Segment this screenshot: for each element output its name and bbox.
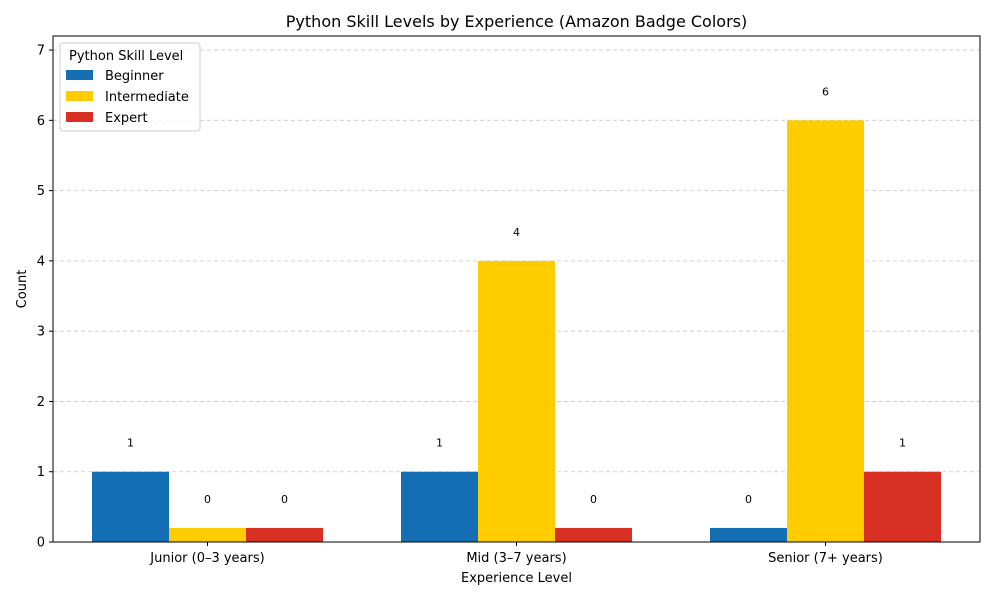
y-tick-label: 3 xyxy=(37,325,45,340)
data-label: 6 xyxy=(822,85,829,98)
data-label: 1 xyxy=(436,437,443,450)
legend-label-intermediate: Intermediate xyxy=(105,90,189,105)
bars xyxy=(92,120,941,542)
chart-title: Python Skill Levels by Experience (Amazo… xyxy=(286,12,747,31)
y-tick-label: 5 xyxy=(37,184,45,199)
data-label: 0 xyxy=(281,493,288,506)
bar-intermediate-2 xyxy=(787,120,864,542)
bar-intermediate-0 xyxy=(169,527,246,542)
legend-label-beginner: Beginner xyxy=(105,69,164,84)
data-label: 0 xyxy=(745,493,752,506)
x-axis: Junior (0–3 years) Mid (3–7 years) Senior … xyxy=(149,542,883,566)
bar-beginner-0 xyxy=(92,471,169,542)
y-tick-label: 1 xyxy=(37,465,45,480)
legend-swatch-beginner xyxy=(66,70,93,80)
x-axis-title: Experience Level xyxy=(461,571,572,586)
data-label: 1 xyxy=(127,437,134,450)
bar-beginner-2 xyxy=(710,527,787,542)
data-label: 1 xyxy=(899,437,906,450)
legend-swatch-intermediate xyxy=(66,91,93,101)
legend-box xyxy=(59,42,201,132)
y-tick-label: 4 xyxy=(37,254,45,269)
y-axis: 0 1 2 3 4 5 6 7 xyxy=(37,44,53,551)
data-label: 0 xyxy=(204,493,211,506)
data-label: 0 xyxy=(590,493,597,506)
x-tick-label: Mid (3–7 years) xyxy=(466,551,566,566)
data-label: 4 xyxy=(513,226,520,239)
legend-swatch-expert xyxy=(66,112,93,122)
legend-title: Python Skill Level xyxy=(69,49,183,64)
y-tick-label: 6 xyxy=(37,114,45,129)
y-tick-label: 7 xyxy=(37,44,45,59)
legend: Python Skill Level Beginner Intermediate E… xyxy=(59,42,201,132)
bar-expert-1 xyxy=(555,527,632,542)
bar-expert-0 xyxy=(246,527,323,542)
bar-beginner-1 xyxy=(401,471,478,542)
bar-expert-2 xyxy=(864,471,941,542)
y-axis-title: Count xyxy=(15,270,30,309)
bar-intermediate-1 xyxy=(478,260,555,542)
y-tick-label: 2 xyxy=(37,395,45,410)
data-labels: 1 0 0 1 4 0 0 6 1 xyxy=(127,85,906,506)
x-tick-label: Junior (0–3 years) xyxy=(149,551,264,566)
x-tick-label: Senior (7+ years) xyxy=(768,551,883,566)
y-tick-label: 0 xyxy=(37,536,45,551)
legend-label-expert: Expert xyxy=(105,111,148,126)
